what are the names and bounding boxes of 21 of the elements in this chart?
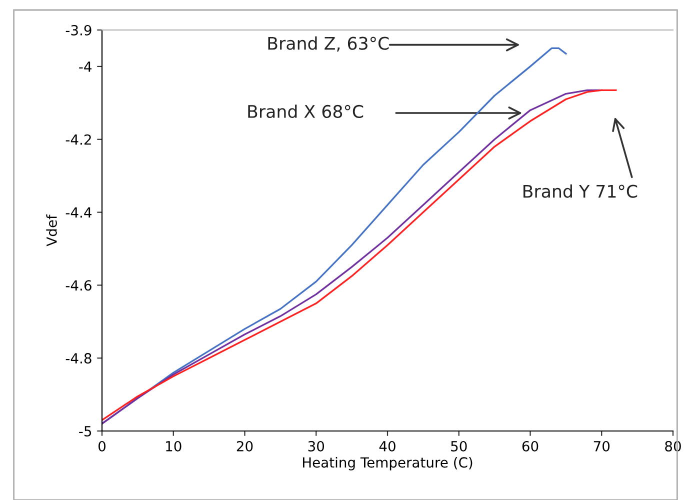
y-tick-label: -4.4 [66, 207, 92, 218]
annotation: Brand X 68°C [248, 104, 364, 118]
x-tick-label: 50 [451, 440, 467, 452]
y-tick-label: -4.8 [66, 353, 92, 364]
x-tick-label: 20 [236, 440, 253, 452]
y-tick-label: -5 [79, 426, 92, 436]
x-tick-label: 30 [308, 440, 324, 452]
x-tick-label: 0 [98, 440, 106, 452]
y-axis-title: Vdef [46, 214, 57, 246]
x-tick-label: 40 [379, 440, 396, 452]
annotation: Brand Z, 63°C [268, 36, 389, 52]
annotation: Brand Y 71°C [524, 184, 638, 198]
x-tick-label: 80 [665, 440, 681, 452]
x-axis-title: Heating Temperature (C) [302, 456, 472, 470]
y-tick-label: -4 [79, 62, 92, 72]
y-tick-label: -4.6 [66, 280, 92, 291]
y-tick-label: -4.2 [66, 134, 91, 145]
x-tick-label: 10 [166, 440, 182, 452]
y-tick-label: -3.9 [66, 24, 92, 36]
x-tick-label: 60 [522, 440, 538, 452]
x-tick-label: 70 [594, 440, 610, 452]
